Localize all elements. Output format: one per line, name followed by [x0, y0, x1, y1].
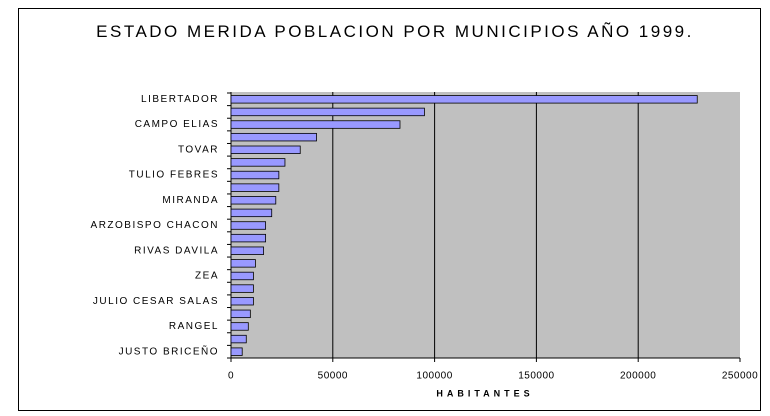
bar — [230, 297, 254, 306]
bar — [230, 334, 247, 344]
plot-area — [231, 92, 740, 358]
y-tick-label: TULIO FEBRES — [129, 170, 219, 181]
x-tick-label: 0 — [228, 371, 234, 382]
y-tick-label: JULIO CESAR SALAS — [93, 296, 219, 307]
bar — [230, 322, 249, 331]
bar — [230, 221, 267, 230]
x-tick-label: 200000 — [620, 371, 656, 382]
x-tick-label: 150000 — [518, 371, 554, 382]
y-tick-label: CAMPO ELIAS — [135, 119, 219, 130]
y-tick-label: ZEA — [195, 271, 219, 282]
x-tick-label: 50000 — [318, 371, 348, 382]
chart-title: ESTADO MERIDA POBLACION POR MUNICIPIOS A… — [96, 22, 694, 41]
bar — [230, 196, 277, 205]
bar — [230, 95, 698, 104]
bar — [230, 208, 273, 218]
bar — [230, 158, 286, 167]
y-tick-label: TOVAR — [178, 144, 219, 155]
bar — [230, 120, 401, 129]
y-tick-label: RANGEL — [169, 321, 219, 332]
x-tick-label: 250000 — [722, 371, 758, 382]
bar — [230, 246, 264, 255]
bar — [230, 309, 251, 319]
x-tick-label: 100000 — [416, 371, 452, 382]
y-tick-label: MIRANDA — [162, 195, 219, 206]
blank-patch — [30, 180, 55, 268]
y-tick-label: JUSTO BRICEÑO — [119, 344, 219, 357]
y-tick-label: ARZOBISPO CHACON — [91, 220, 219, 231]
bar — [230, 145, 301, 154]
bar — [230, 347, 243, 356]
bar — [230, 284, 254, 293]
bar — [230, 170, 280, 180]
bar — [230, 107, 425, 117]
bar — [230, 271, 254, 281]
y-tick-label: LIBERTADOR — [141, 94, 219, 105]
bar — [230, 259, 256, 268]
x-axis-label: HABITANTES — [436, 388, 533, 398]
bar — [230, 132, 317, 142]
bar — [230, 183, 280, 192]
y-tick-label: RIVAS DAVILA — [134, 245, 219, 256]
bar — [230, 233, 267, 243]
